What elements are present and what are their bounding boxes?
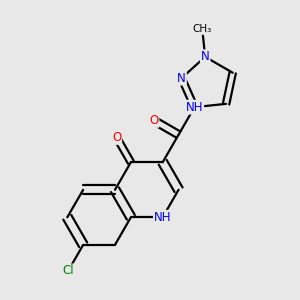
Text: N: N bbox=[177, 72, 186, 85]
Text: NH: NH bbox=[186, 101, 203, 114]
Text: N: N bbox=[201, 50, 209, 63]
Text: O: O bbox=[112, 131, 121, 144]
Text: NH: NH bbox=[154, 211, 171, 224]
Text: Cl: Cl bbox=[62, 265, 74, 278]
Text: CH₃: CH₃ bbox=[193, 24, 212, 34]
Text: O: O bbox=[149, 114, 158, 127]
